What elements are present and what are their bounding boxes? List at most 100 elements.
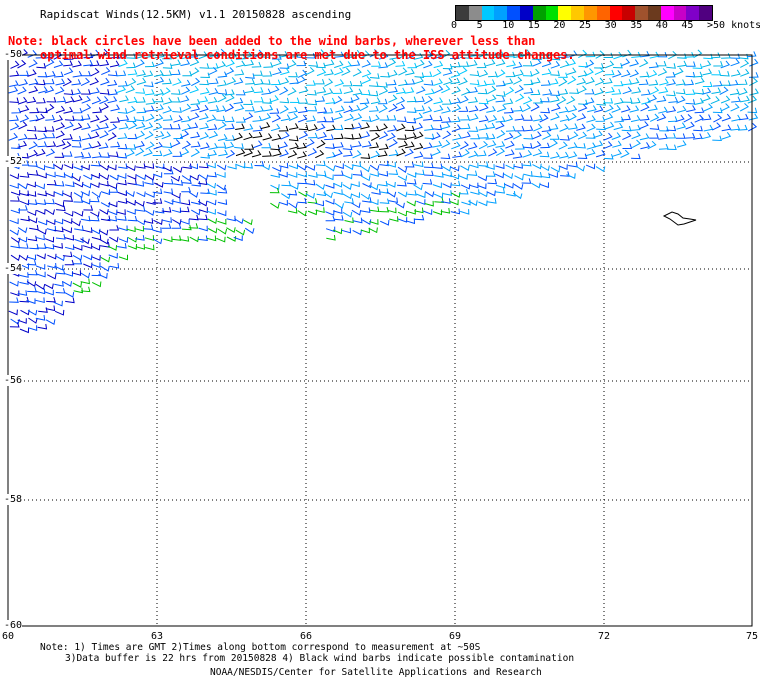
wind-barb <box>352 229 362 236</box>
wind-barb <box>216 105 226 113</box>
wind-barb <box>188 122 199 129</box>
wind-barb <box>451 124 462 132</box>
wind-barb <box>629 77 640 85</box>
wind-barb <box>170 175 181 182</box>
wind-barb <box>467 60 478 67</box>
wind-barb <box>172 166 183 173</box>
wind-barb <box>487 85 497 95</box>
wind-barb <box>27 235 38 242</box>
wind-barb <box>432 68 442 78</box>
wind-barb <box>378 104 388 113</box>
wind-barb <box>162 54 172 60</box>
colorbar-swatch <box>558 6 572 20</box>
wind-barb <box>80 113 91 121</box>
wind-barb <box>432 182 442 189</box>
wind-barb <box>451 86 461 95</box>
wind-barb <box>378 62 389 69</box>
wind-barb <box>676 140 687 148</box>
wind-barb <box>305 165 316 171</box>
wind-barb <box>352 88 363 96</box>
wind-barb <box>71 175 81 182</box>
wind-barb <box>217 218 227 225</box>
wind-barb <box>189 174 199 181</box>
wind-barb <box>62 191 72 198</box>
wind-barb <box>190 99 201 105</box>
wind-barb <box>134 225 145 232</box>
wind-barb <box>548 139 558 148</box>
wind-barb <box>143 224 154 230</box>
wind-barb <box>92 151 102 159</box>
wind-barb <box>487 198 497 204</box>
wind-barb <box>442 99 452 105</box>
wind-barb <box>531 77 541 85</box>
wind-barb <box>506 191 516 197</box>
wind-barb <box>593 140 604 148</box>
wind-barb <box>45 132 56 139</box>
wind-barb <box>584 68 594 77</box>
wind-barb <box>216 61 227 69</box>
wind-barb <box>488 148 498 157</box>
wind-barb <box>17 236 28 243</box>
wind-barb <box>143 148 153 157</box>
wind-barb <box>693 49 703 58</box>
wind-barb <box>92 107 103 114</box>
wind-barb <box>719 86 729 95</box>
wind-barb <box>478 69 489 78</box>
warning-note-line1: Note: black circles have been added to t… <box>8 34 536 48</box>
wind-barb <box>467 170 478 176</box>
wind-barb <box>233 132 243 141</box>
wind-barb <box>135 115 145 122</box>
colorbar-label: 25 <box>579 20 592 31</box>
wind-barb <box>207 218 218 224</box>
wind-barb <box>261 142 272 149</box>
wind-barb <box>28 78 39 86</box>
wind-barb <box>585 59 595 68</box>
wind-barb <box>325 143 335 149</box>
wind-barb <box>406 200 416 207</box>
wind-barb <box>188 51 199 58</box>
wind-barb <box>234 143 244 149</box>
wind-barb <box>28 141 38 150</box>
wind-barb <box>171 59 181 66</box>
wind-barb <box>604 60 615 69</box>
wind-barb <box>593 105 604 113</box>
wind-barb <box>288 106 298 114</box>
wind-barb <box>64 259 75 266</box>
wind-barb <box>161 131 172 140</box>
wind-barb <box>352 113 363 121</box>
wind-barb <box>684 52 695 58</box>
wind-barb <box>505 125 516 132</box>
wind-barb <box>298 86 309 94</box>
wind-barb <box>424 124 434 131</box>
wind-barb <box>369 219 379 225</box>
wind-barb <box>386 115 397 121</box>
wind-barb <box>630 97 641 104</box>
wind-barb <box>612 149 622 157</box>
colorbar-label: 30 <box>604 20 617 31</box>
wind-barb <box>567 105 578 113</box>
wind-barb <box>449 199 459 206</box>
wind-barb <box>685 121 695 130</box>
wind-barb <box>749 88 759 96</box>
wind-barb <box>478 49 488 58</box>
wind-barb <box>343 86 354 94</box>
wind-barb <box>278 171 288 178</box>
wind-barb <box>181 115 191 123</box>
wind-barb <box>19 160 30 166</box>
wind-barb <box>540 165 550 172</box>
wind-barb <box>558 106 569 114</box>
wind-barb <box>161 87 171 96</box>
wind-barb <box>478 115 489 123</box>
wind-barb <box>341 67 351 76</box>
wind-barb <box>460 165 470 171</box>
wind-barb <box>206 209 216 215</box>
wind-barb <box>71 142 82 148</box>
wind-barb <box>99 59 110 67</box>
wind-barb <box>262 133 273 141</box>
wind-barb <box>152 172 163 178</box>
wind-barb <box>522 61 533 67</box>
wind-barb <box>370 150 380 159</box>
wind-barb <box>450 61 461 68</box>
wind-barb <box>9 97 20 104</box>
wind-barb <box>595 149 606 158</box>
